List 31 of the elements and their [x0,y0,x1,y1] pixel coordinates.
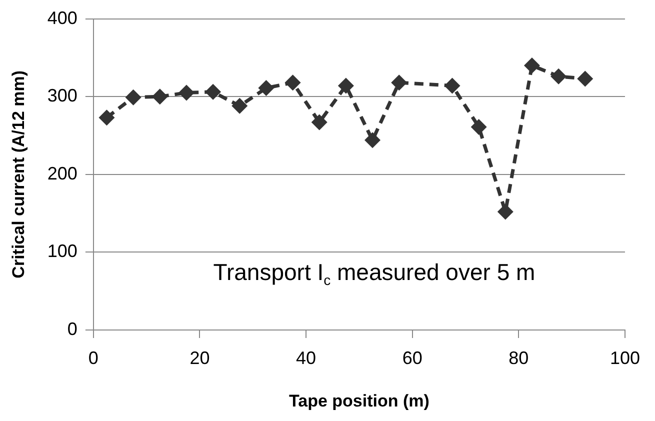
point [577,70,594,87]
point [232,98,248,114]
y-tick-label: 100 [47,241,78,262]
point [364,132,381,148]
point [284,74,301,91]
point [258,80,274,96]
x-tick-label: 100 [610,348,640,368]
point [497,204,514,220]
point [391,74,408,91]
point [152,88,168,105]
x-tick-label: 20 [190,348,210,368]
point [550,68,567,84]
y-tick-label: 300 [47,86,78,106]
x-tick-label: 60 [402,348,422,368]
point [205,84,222,100]
x-tick-label: 80 [508,348,529,368]
y-tick-label: 200 [47,163,78,184]
point [444,78,460,94]
point [470,118,487,135]
x-tick-label: 40 [296,348,316,368]
y-axis-title: Critical current (A/12 mm) [8,70,28,278]
point [338,78,354,94]
point [524,57,540,74]
x-axis-title: Tape position (m) [289,391,430,410]
y-tick-label: 0 [67,318,78,339]
point [311,114,328,130]
x-tick-label: 0 [88,348,98,368]
point [178,84,194,101]
y-tick-label: 400 [47,8,78,28]
point [125,89,142,106]
point [98,110,115,126]
